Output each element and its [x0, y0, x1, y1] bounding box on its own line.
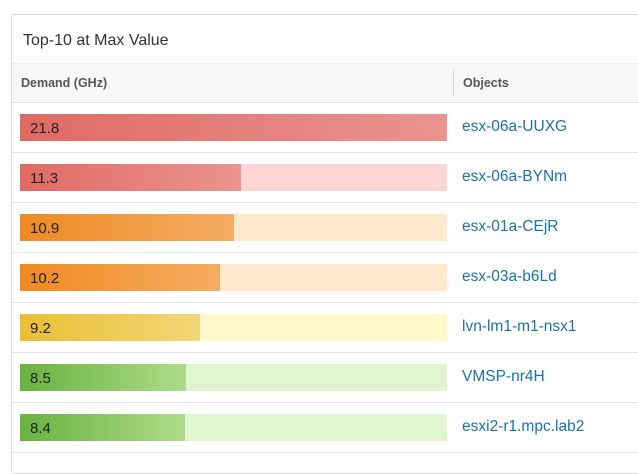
object-link[interactable]: esx-06a-BYNm [462, 168, 568, 185]
demand-value: 8.5 [30, 370, 51, 387]
object-link[interactable]: esxi2-r1.mpc.lab2 [462, 418, 585, 435]
demand-bar [20, 414, 185, 441]
column-header-objects[interactable]: Objects [463, 76, 509, 90]
object-link[interactable]: esx-01a-CEjR [462, 218, 559, 235]
demand-bar-track: 10.2 [20, 264, 447, 291]
top-10-widget: Top-10 at Max Value Demand (GHz) Objects… [11, 14, 638, 474]
demand-value: 21.8 [30, 120, 60, 137]
column-header-demand[interactable]: Demand (GHz) [21, 76, 108, 90]
widget-title: Top-10 at Max Value [23, 32, 169, 49]
demand-bar [20, 364, 186, 391]
column-divider[interactable] [453, 70, 454, 96]
table-row[interactable]: 8.4 esxi2-r1.mpc.lab2 [12, 403, 638, 453]
demand-bar [20, 264, 220, 291]
demand-value: 8.4 [30, 420, 51, 437]
table-header: Demand (GHz) Objects [12, 63, 638, 103]
demand-bar-track: 8.4 [20, 414, 447, 441]
demand-value: 11.3 [30, 170, 59, 187]
table-row[interactable]: 9.2 lvn-lm1-m1-nsx1 [12, 303, 638, 353]
demand-bar [20, 114, 447, 141]
object-link[interactable]: lvn-lm1-m1-nsx1 [462, 318, 577, 335]
demand-bar [20, 164, 241, 191]
demand-bar-track: 8.5 [20, 364, 447, 391]
object-link[interactable]: esx-06a-UUXG [462, 118, 568, 135]
demand-bar-track: 9.2 [20, 314, 447, 341]
demand-value: 9.2 [30, 320, 51, 337]
demand-value: 10.2 [30, 270, 60, 287]
demand-bar-track: 21.8 [20, 114, 447, 141]
object-link[interactable]: VMSP-nr4H [462, 368, 545, 385]
table-row[interactable]: 21.8 esx-06a-UUXG [12, 103, 638, 153]
table-row[interactable]: 10.9 esx-01a-CEjR [12, 203, 638, 253]
demand-bar-track: 11.3 [20, 164, 447, 191]
table-row[interactable]: 11.3 esx-06a-BYNm [12, 153, 638, 203]
table-row[interactable]: 8.5 VMSP-nr4H [12, 353, 638, 403]
demand-bar [20, 214, 234, 241]
demand-value: 10.9 [30, 220, 60, 237]
table-body: 21.8 esx-06a-UUXG 11.3 esx-06a-BYNm 10.9 esx-… [12, 103, 638, 453]
demand-bar [20, 314, 200, 341]
demand-bar-track: 10.9 [20, 214, 447, 241]
object-link[interactable]: esx-03a-b6Ld [462, 268, 557, 285]
table-row[interactable]: 10.2 esx-03a-b6Ld [12, 253, 638, 303]
